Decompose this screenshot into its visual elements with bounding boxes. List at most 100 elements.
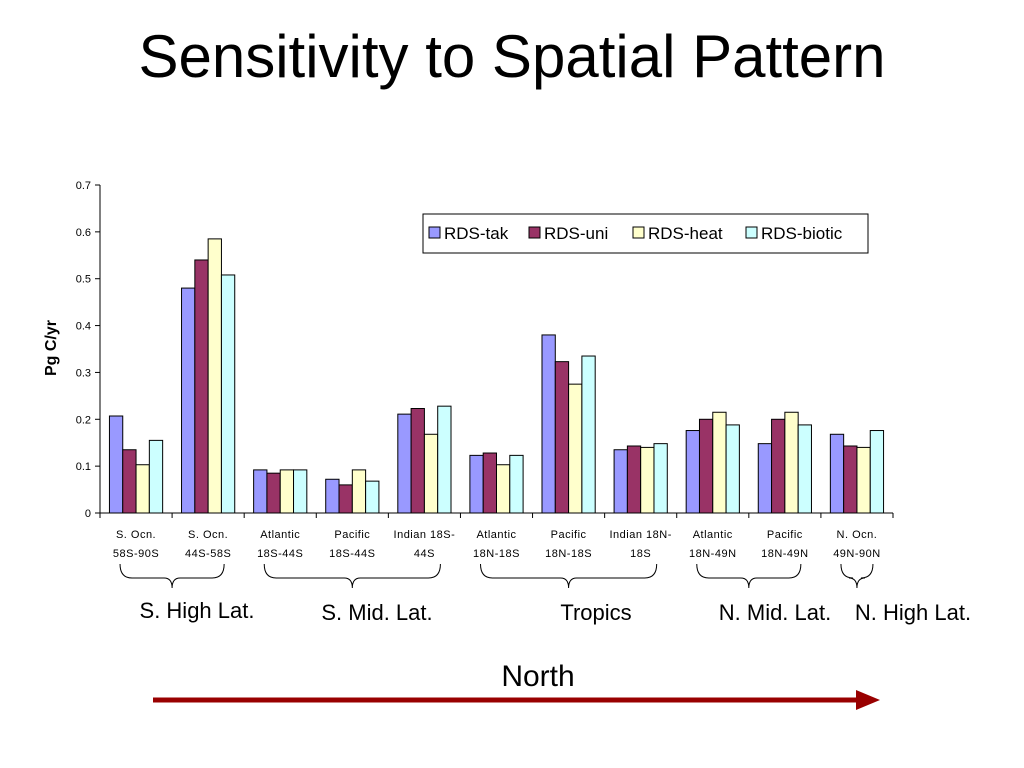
bar-rds-tak	[757, 443, 773, 514]
x-tick-label: Pacific	[334, 529, 370, 541]
group-label: Tropics	[560, 600, 631, 625]
x-tick-label: 18N-49N	[689, 548, 737, 560]
bar-rds-tak	[541, 334, 556, 514]
bar-rds-tak	[253, 469, 268, 514]
bar-rds-uni	[843, 445, 858, 514]
group-brace	[263, 563, 441, 589]
x-axis-labels: S. Ocn. 58S-90S S. Ocn. 44S-58S Atlantic 18S-…	[113, 529, 881, 560]
bar-rds-tak	[181, 287, 196, 514]
group-brace	[480, 563, 658, 589]
bar-rds-biotic	[365, 480, 380, 514]
x-tick-label: 18N-18S	[545, 548, 592, 560]
bar-rds-heat	[207, 238, 222, 514]
x-tick-label: Pacific	[767, 529, 803, 541]
bar-rds-tak	[325, 478, 340, 514]
bar-rds-heat	[856, 446, 871, 514]
x-tick-label: S. Ocn.	[188, 529, 228, 541]
bar-rds-biotic	[509, 454, 524, 514]
y-tick-label: 0.1	[76, 461, 91, 473]
bar-rds-heat	[568, 383, 583, 514]
bar-rds-heat	[712, 411, 727, 514]
group-label: S. Mid. Lat.	[321, 600, 432, 625]
x-tick-label: N. Ocn.	[837, 529, 878, 541]
bar-rds-uni	[122, 449, 137, 514]
legend-swatch	[428, 226, 441, 239]
bar-rds-heat	[784, 411, 799, 514]
legend-label: RDS-heat	[648, 224, 723, 243]
bar-rds-uni	[698, 418, 714, 514]
y-tick-label: 0.7	[76, 180, 91, 192]
bar-rds-uni	[771, 418, 786, 514]
x-tick-label: 18S-44S	[329, 548, 375, 560]
legend-swatch	[528, 226, 541, 239]
legend-label: RDS-tak	[444, 224, 509, 243]
north-indicator: North	[153, 660, 880, 710]
x-tick-label: 18S	[630, 548, 651, 560]
bar-rds-tak	[469, 454, 484, 514]
x-tick-label: Indian 18N-	[609, 529, 671, 541]
north-arrow-head	[856, 690, 880, 710]
group-label: N. High Lat.	[855, 600, 971, 625]
legend-label: RDS-uni	[544, 224, 608, 243]
bar-rds-uni	[626, 445, 642, 514]
x-tick-label: Atlantic	[476, 529, 516, 541]
group-label: S. High Lat.	[140, 598, 255, 623]
x-tick-label: Pacific	[551, 529, 587, 541]
x-tick-label: Atlantic	[693, 529, 733, 541]
north-label: North	[501, 660, 574, 693]
x-tick-label: 58S-90S	[113, 548, 159, 560]
y-tick-label: 0.6	[76, 227, 91, 239]
x-tick-label: 18N-49N	[761, 548, 809, 560]
bar-rds-heat	[423, 433, 439, 514]
x-tick-label: 44S	[414, 548, 435, 560]
legend-label: RDS-biotic	[761, 224, 843, 243]
bar-rds-tak	[397, 413, 412, 514]
y-tick-label: 0.5	[76, 274, 91, 286]
x-tick-label: 49N-90N	[833, 548, 881, 560]
bar-rds-biotic	[581, 355, 596, 514]
bar-rds-heat	[351, 469, 367, 514]
bar-rds-biotic	[869, 430, 885, 514]
bars	[108, 238, 885, 514]
group-label: N. Mid. Lat.	[719, 600, 831, 625]
bar-rds-uni	[194, 259, 209, 514]
bar-rds-biotic	[653, 443, 668, 514]
region-groups: S. High Lat. S. Mid. Lat. Tropics N. Mid. L…	[119, 563, 971, 625]
bar-rds-heat	[640, 446, 655, 514]
legend-swatch	[632, 226, 645, 239]
group-brace	[840, 563, 874, 589]
group-brace	[696, 563, 802, 589]
legend-box	[422, 213, 869, 254]
legend: RDS-tak RDS-uni RDS-heat RDS-biotic	[422, 213, 869, 254]
bar-rds-biotic	[220, 274, 236, 514]
x-tick-label: Atlantic	[260, 529, 300, 541]
x-tick-label: 18S-44S	[257, 548, 303, 560]
bar-rds-uni	[410, 408, 425, 514]
group-brace	[119, 563, 225, 589]
y-tick-label: 0	[85, 508, 91, 520]
bar-rds-biotic	[797, 424, 812, 514]
bar-rds-tak	[613, 449, 628, 514]
bar-rds-uni	[338, 484, 353, 514]
bar-rds-biotic	[437, 405, 452, 514]
y-tick-label: 0.3	[76, 367, 91, 379]
x-tick-label: 44S-58S	[185, 548, 231, 560]
bar-rds-heat	[496, 464, 511, 514]
bar-rds-biotic	[725, 424, 740, 514]
bar-rds-tak	[829, 433, 845, 514]
y-tick-label: 0.2	[76, 414, 91, 426]
bar-rds-uni	[554, 361, 570, 514]
bar-rds-uni	[482, 452, 498, 514]
bar-rds-biotic	[293, 469, 308, 514]
bar-rds-heat	[279, 469, 295, 514]
x-tick-label: 18N-18S	[473, 548, 520, 560]
bar-rds-tak	[685, 430, 700, 514]
y-tick-label: 0.4	[76, 321, 91, 333]
bar-rds-biotic	[148, 439, 164, 514]
bar-rds-uni	[266, 472, 281, 514]
x-tick-label: S. Ocn.	[116, 529, 156, 541]
bar-rds-tak	[108, 415, 124, 514]
y-axis-label: Pg C/yr	[43, 320, 60, 376]
bar-rds-heat	[135, 464, 150, 514]
